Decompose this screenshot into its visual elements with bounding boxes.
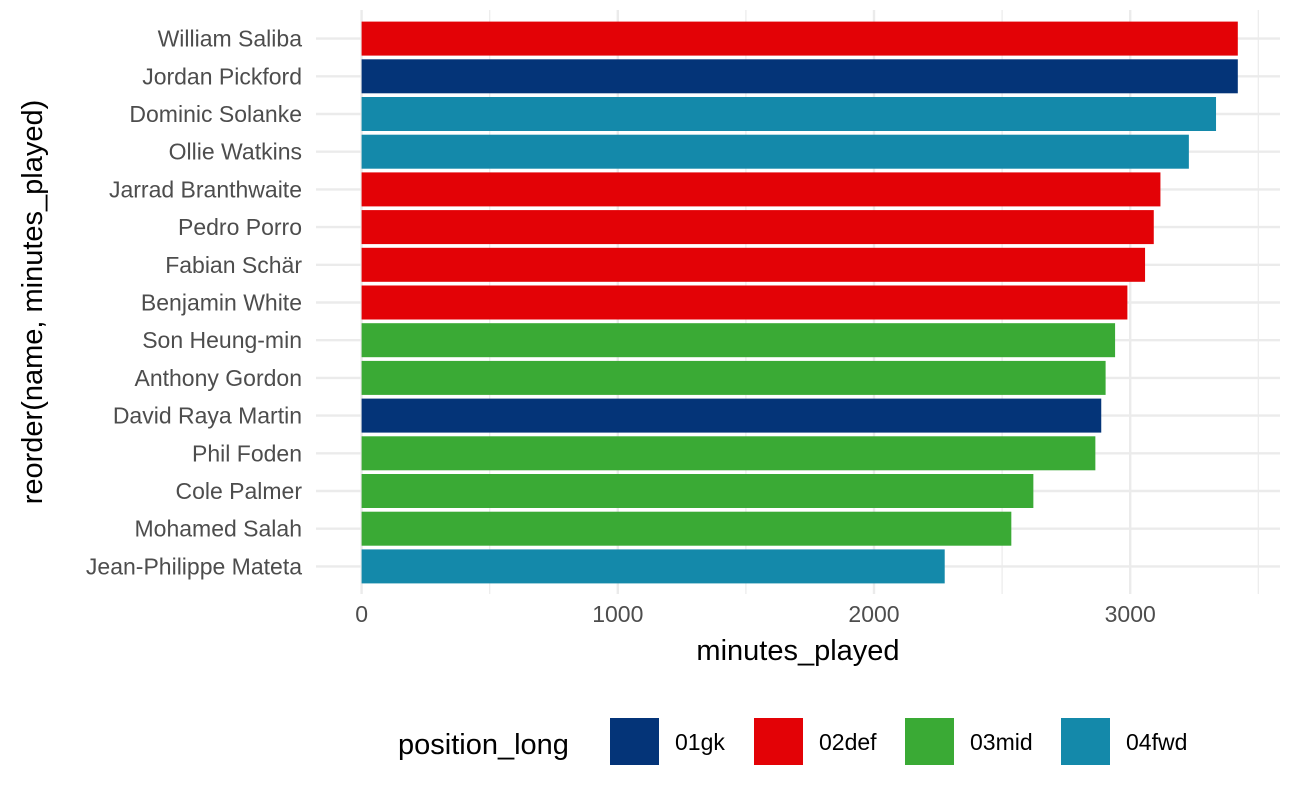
legend-items: 01gk 02def 03mid 04fwd [610,718,1187,765]
x-tick-label: 3000 [1105,601,1156,627]
bar [361,134,1189,169]
bar [361,436,1096,471]
x-tick-label: 0 [355,601,368,627]
bar [361,360,1106,395]
bar [361,210,1154,245]
y-tick-label: Mohamed Salah [135,516,303,542]
y-tick-label: David Raya Martin [113,403,302,429]
bar [361,59,1238,94]
y-tick-label: William Saliba [158,26,303,52]
bar [361,398,1102,433]
bar [361,285,1128,320]
y-tick-label: Dominic Solanke [129,101,302,127]
y-tick-label: Pedro Porro [178,214,302,240]
bar [361,323,1116,358]
bar [361,172,1161,207]
y-tick-labels: William Saliba Jordan Pickford Dominic Sol… [86,26,302,580]
y-tick-label: Fabian Schär [165,252,302,278]
y-tick-label: Jean-Philippe Mateta [86,553,302,579]
legend: position_long 01gk 02def 03mid 04fwd [398,718,1187,765]
x-tick-label: 2000 [848,601,899,627]
x-tick-label: 1000 [592,601,643,627]
y-tick-label: Anthony Gordon [134,365,302,391]
y-tick-label: Son Heung-min [142,327,302,353]
bars [361,21,1238,584]
bar [361,97,1217,131]
legend-key [905,718,954,765]
y-tick-label: Jordan Pickford [142,63,302,89]
legend-label: 02def [819,729,877,755]
bar [361,474,1034,508]
x-tick-labels: 0 1000 2000 3000 [355,601,1156,627]
legend-label: 01gk [675,729,725,755]
y-tick-label: Ollie Watkins [169,139,302,165]
bar [361,549,945,584]
legend-key [754,718,803,765]
legend-label: 03mid [970,729,1033,755]
y-tick-label: Benjamin White [141,290,302,316]
bar [361,511,1012,546]
y-tick-label: Phil Foden [192,440,302,466]
legend-key [1061,718,1110,765]
x-axis-title: minutes_played [696,635,899,667]
legend-label: 04fwd [1126,729,1187,755]
y-tick-label: Cole Palmer [175,478,302,504]
y-axis-title: reorder(name, minutes_played) [17,100,49,505]
bar [361,247,1146,282]
bar [361,21,1238,56]
legend-key [610,718,659,765]
legend-title: position_long [398,729,569,761]
y-tick-label: Jarrad Branthwaite [109,176,302,202]
